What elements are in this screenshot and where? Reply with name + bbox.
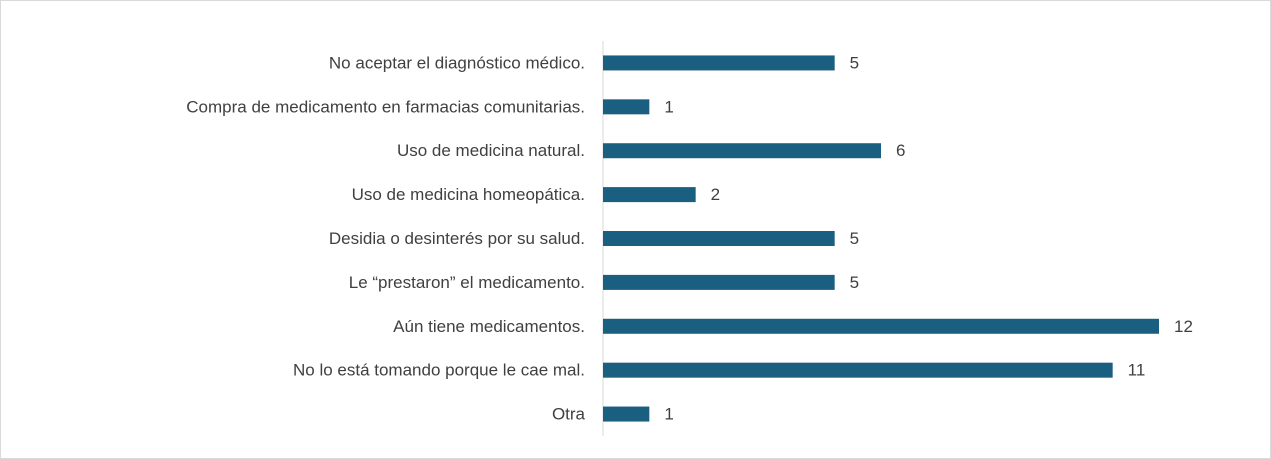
- data-label: 6: [896, 141, 905, 160]
- category-label: Uso de medicina homeopática.: [352, 185, 585, 204]
- data-label: 2: [711, 185, 720, 204]
- data-label: 5: [850, 229, 859, 248]
- category-label: No lo está tomando porque le cae mal.: [293, 361, 585, 380]
- category-label: Desidia o desinterés por su salud.: [329, 229, 585, 248]
- bar: [603, 99, 650, 115]
- category-label: Le “prestaron” el medicamento.: [349, 273, 585, 292]
- data-label: 12: [1174, 317, 1193, 336]
- data-label: 5: [850, 53, 859, 72]
- bar: [603, 318, 1159, 334]
- bar: [603, 231, 835, 246]
- bar: [603, 55, 835, 71]
- data-label: 5: [850, 273, 859, 292]
- bar: [603, 362, 1113, 378]
- category-label: Compra de medicamento en farmacias comun…: [186, 97, 585, 116]
- category-label: Aún tiene medicamentos.: [393, 317, 585, 336]
- category-label: Uso de medicina natural.: [397, 141, 585, 160]
- data-label: 1: [664, 405, 673, 424]
- data-label: 11: [1128, 361, 1146, 380]
- category-label: Otra: [552, 405, 586, 424]
- bar: [603, 406, 650, 422]
- bar: [603, 274, 835, 290]
- category-label: No aceptar el diagnóstico médico.: [329, 53, 585, 72]
- data-label: 1: [664, 97, 673, 116]
- bar: [603, 187, 696, 203]
- bar: [603, 143, 881, 159]
